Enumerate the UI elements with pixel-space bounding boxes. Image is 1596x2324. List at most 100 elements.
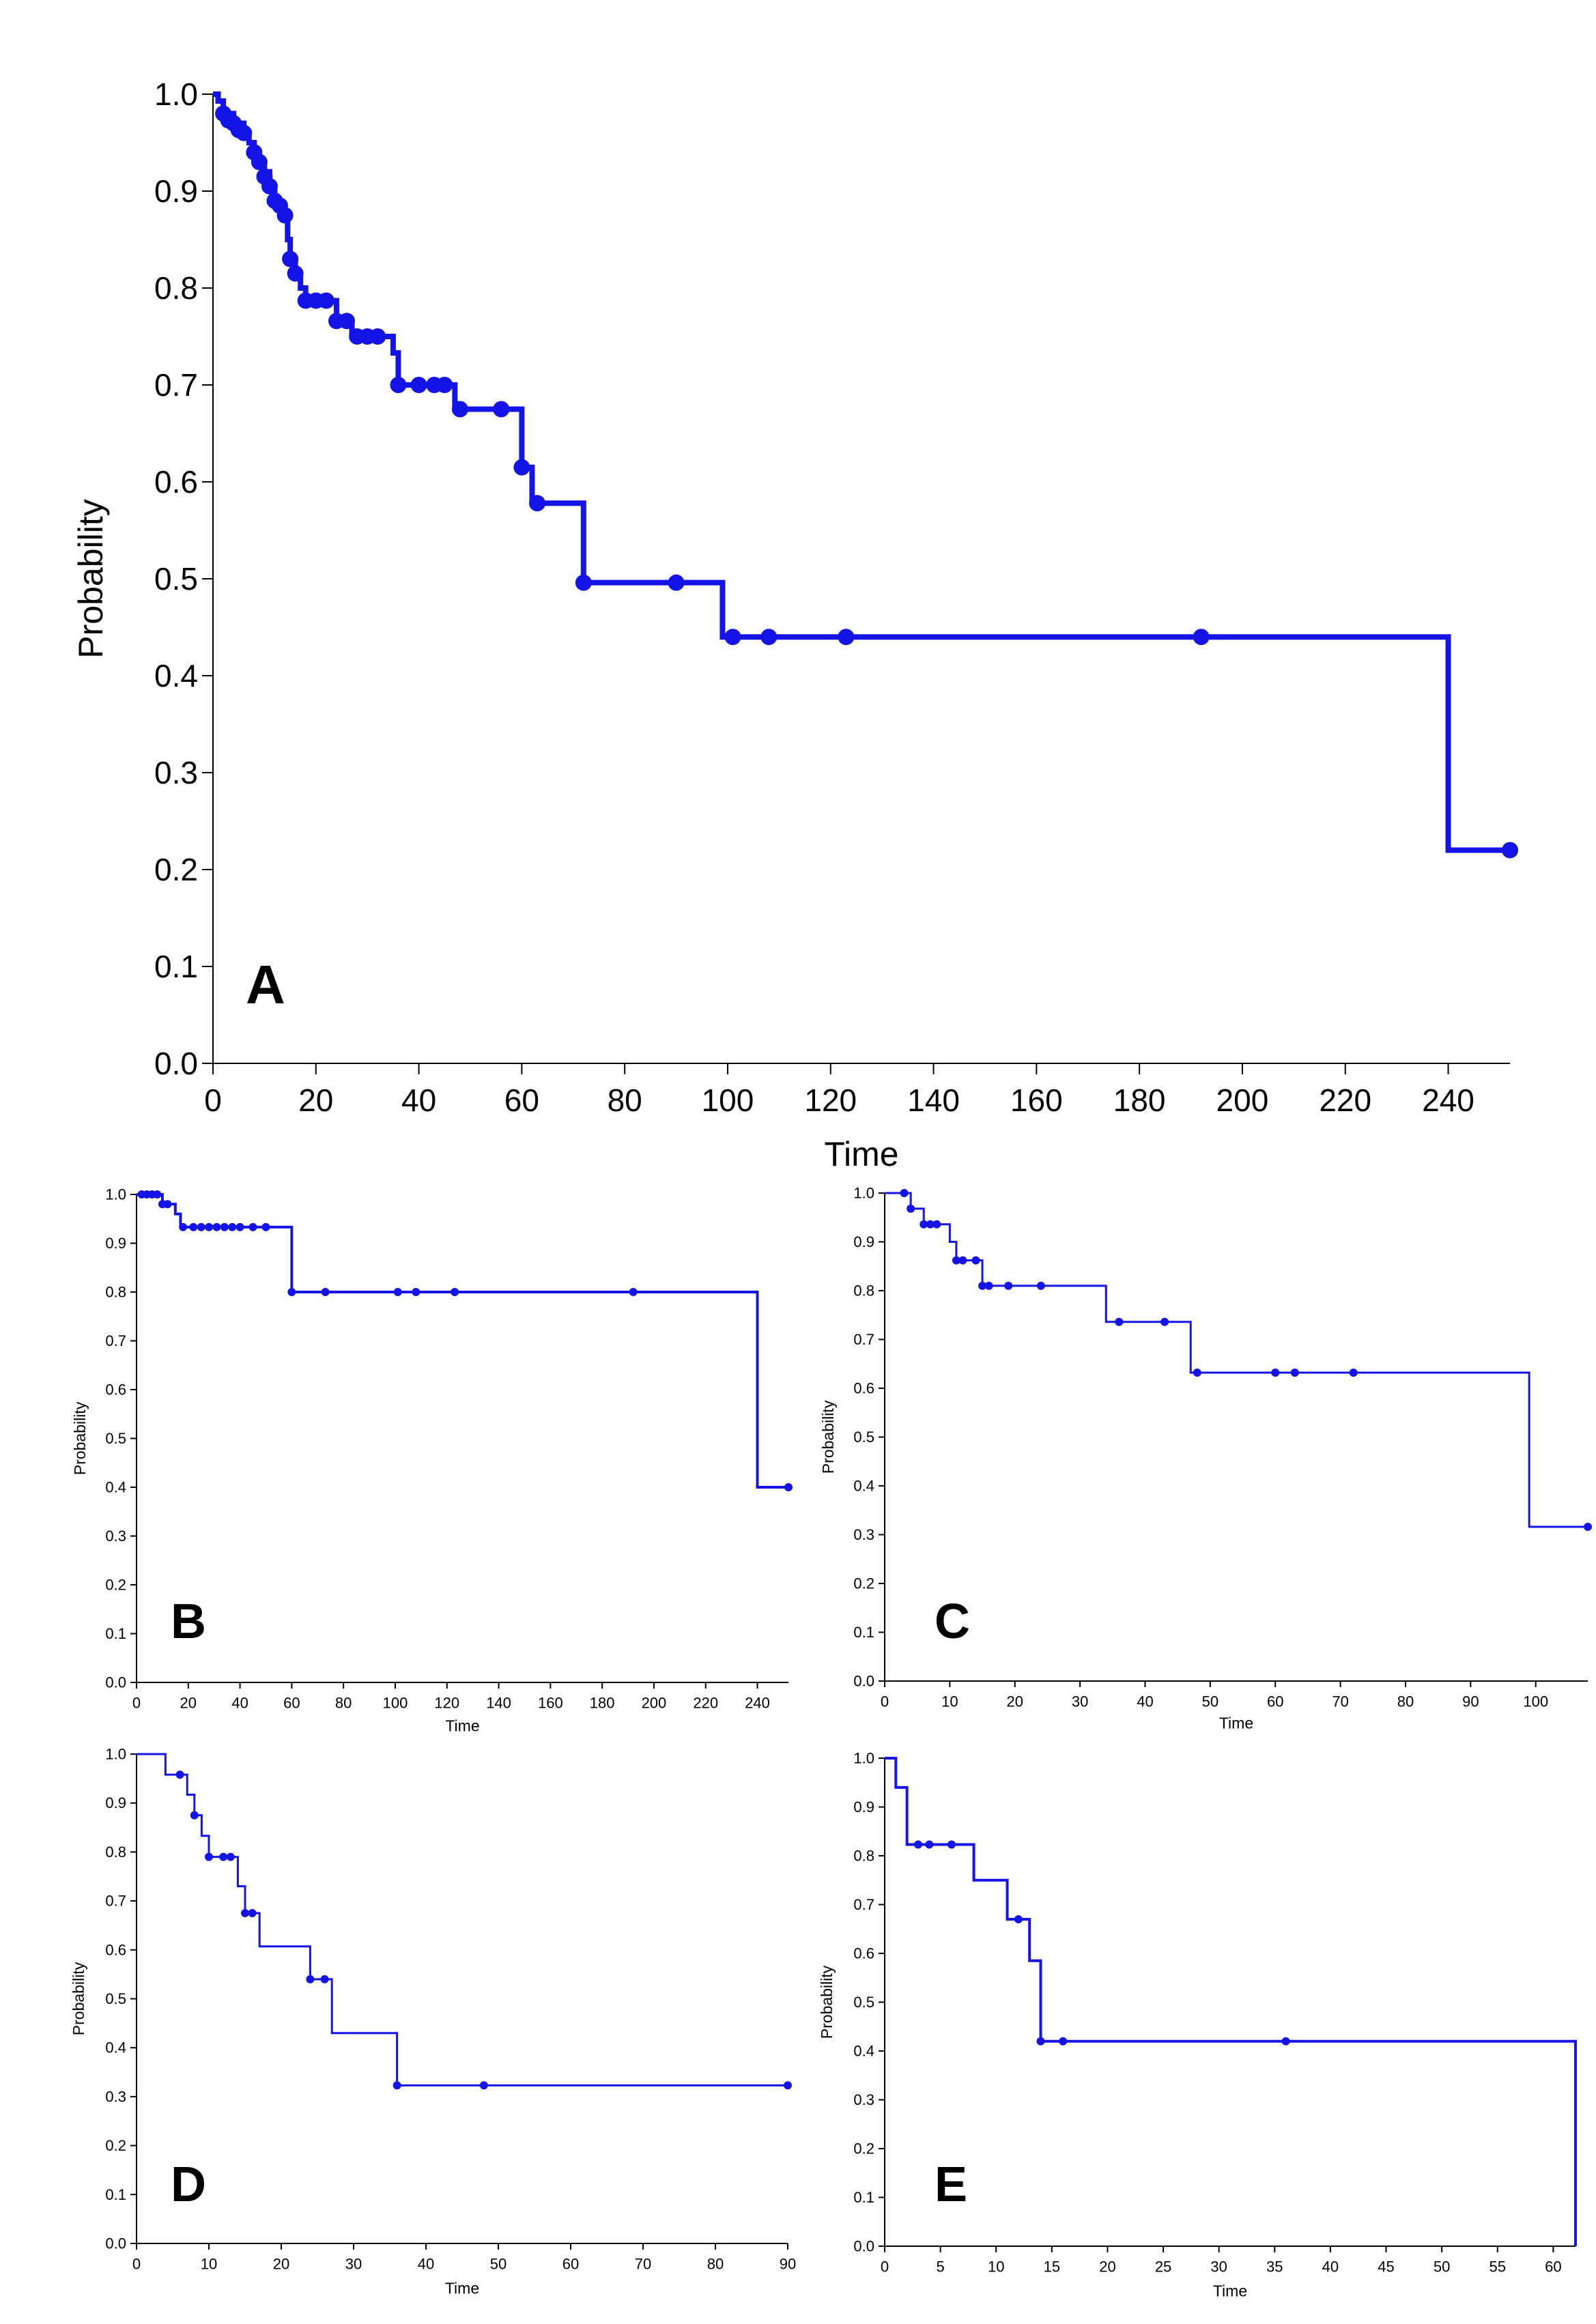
y-tick-label: 0.9	[154, 173, 198, 209]
x-tick-label: 15	[1044, 2258, 1060, 2275]
censor-mark	[251, 154, 268, 171]
censor-mark	[163, 1200, 172, 1209]
x-tick-label: 20	[180, 1694, 197, 1711]
censor-mark	[984, 1281, 993, 1290]
y-tick-label: 1.0	[853, 1185, 874, 1202]
censor-mark	[219, 1852, 228, 1861]
y-tick-label: 0.4	[105, 1479, 126, 1496]
x-tick-label: 20	[273, 2255, 289, 2272]
y-tick-label: 0.9	[853, 1798, 874, 1816]
y-tick-label: 0.2	[853, 1575, 874, 1592]
y-tick-label: 0.5	[853, 1994, 874, 2011]
x-tick-label: 35	[1266, 2258, 1283, 2275]
censor-mark	[920, 1220, 928, 1229]
y-tick-label: 0.8	[853, 1848, 874, 1865]
y-tick-label: 0.7	[105, 1893, 126, 1910]
y-tick-label: 0.3	[154, 755, 198, 790]
x-tick-label: 10	[941, 1693, 958, 1710]
y-tick-label: 0.4	[853, 1478, 874, 1495]
x-tick-label: 100	[702, 1082, 754, 1118]
x-tick-label: 30	[1072, 1693, 1088, 1710]
x-tick-label: 160	[1010, 1082, 1063, 1118]
censor-mark	[393, 2081, 401, 2090]
y-tick-label: 0.1	[105, 1625, 126, 1642]
censor-mark	[724, 629, 741, 646]
censor-mark	[913, 1840, 922, 1849]
censor-mark	[1290, 1368, 1299, 1377]
censor-mark	[248, 1909, 257, 1918]
x-tick-label: 55	[1489, 2258, 1505, 2275]
censor-mark	[1036, 2037, 1045, 2046]
survival-curve	[885, 1192, 1588, 1528]
x-tick-label: 20	[1099, 2258, 1115, 2275]
y-axis-label: Probability	[818, 1965, 836, 2039]
x-axis-label: Time	[1213, 2282, 1247, 2300]
y-tick-label: 0.1	[154, 949, 198, 984]
x-tick-label: 200	[1216, 1082, 1269, 1118]
panel-letter: A	[246, 954, 285, 1015]
y-tick-label: 0.8	[154, 270, 198, 306]
x-tick-label: 100	[1523, 1693, 1548, 1710]
x-tick-label: 200	[642, 1694, 667, 1711]
y-tick-label: 0.8	[853, 1282, 874, 1300]
censor-mark	[952, 1256, 960, 1265]
censor-mark	[412, 1288, 421, 1296]
km-chart-d: 0.0 0.1 0.2 0.3 0.4 0.5 0.6 0.7 0.8 0.9 1.0 0 10 20 30…	[0, 1740, 798, 2324]
censor-mark	[932, 1220, 941, 1229]
x-tick-label: 40	[401, 1082, 436, 1118]
y-tick-label: 0.5	[105, 1990, 126, 2007]
x-tick-label: 60	[562, 2255, 579, 2272]
x-tick-label: 50	[1202, 1693, 1219, 1710]
y-tick-label: 0.7	[853, 1896, 874, 1913]
x-tick-label: 120	[804, 1082, 857, 1118]
x-tick-label: 180	[1113, 1082, 1166, 1118]
x-tick-label: 140	[486, 1694, 511, 1711]
x-tick-label: 180	[590, 1694, 615, 1711]
censor-mark	[1014, 1914, 1023, 1923]
x-tick-label: 220	[1319, 1082, 1371, 1118]
x-tick-label: 0	[881, 1693, 889, 1710]
censor-mark	[212, 1222, 221, 1231]
censor-mark	[179, 1222, 188, 1231]
censor-mark	[236, 124, 253, 141]
censor-mark	[1036, 1281, 1045, 1290]
y-tick-label: 1.0	[853, 1750, 874, 1767]
chart-svg: 0.0 0.1 0.2 0.3 0.4 0.5 0.6 0.7 0.8 0.9 1.0 0 20 40 60…	[72, 76, 1518, 1173]
x-tick-label: 70	[635, 2255, 651, 2272]
censor-mark	[1115, 1317, 1124, 1326]
y-tick-label: 0.5	[853, 1429, 874, 1446]
x-tick-label: 30	[345, 2255, 362, 2272]
censor-mark	[261, 177, 278, 195]
y-tick-label: 0.9	[853, 1233, 874, 1250]
x-axis-label: Time	[824, 1135, 898, 1173]
censor-mark	[287, 265, 304, 282]
x-tick-label: 45	[1378, 2258, 1394, 2275]
censor-mark	[971, 1256, 980, 1265]
x-tick-label: 100	[383, 1694, 408, 1711]
x-tick-label: 90	[1462, 1693, 1479, 1710]
panel-letter: D	[171, 2157, 206, 2212]
x-tick-label: 60	[1545, 2258, 1561, 2275]
axes	[202, 94, 1510, 1074]
x-tick-label: 90	[780, 2255, 796, 2272]
censor-mark	[220, 1222, 229, 1231]
censor-mark	[175, 1770, 184, 1779]
axes	[879, 1758, 1576, 2252]
censor-mark	[1004, 1281, 1013, 1290]
y-axis-label: Probability	[819, 1400, 837, 1474]
censor-mark	[436, 377, 453, 393]
x-tick-label: 80	[707, 2255, 724, 2272]
y-tick-label: 1.0	[105, 1186, 126, 1203]
censor-mark	[248, 1222, 257, 1231]
y-tick-label: 0.4	[105, 2039, 126, 2056]
censor-mark	[410, 377, 427, 393]
y-axis-label: Probability	[70, 1962, 87, 2035]
x-tick-label: 240	[745, 1694, 770, 1711]
censor-mark	[369, 328, 386, 345]
y-tick-label: 1.0	[105, 1746, 126, 1763]
survival-curve	[885, 1757, 1577, 2246]
axes	[130, 1753, 788, 2250]
censor-mark	[228, 1222, 237, 1231]
censor-mark	[451, 401, 468, 418]
censor-mark	[479, 2081, 488, 2090]
